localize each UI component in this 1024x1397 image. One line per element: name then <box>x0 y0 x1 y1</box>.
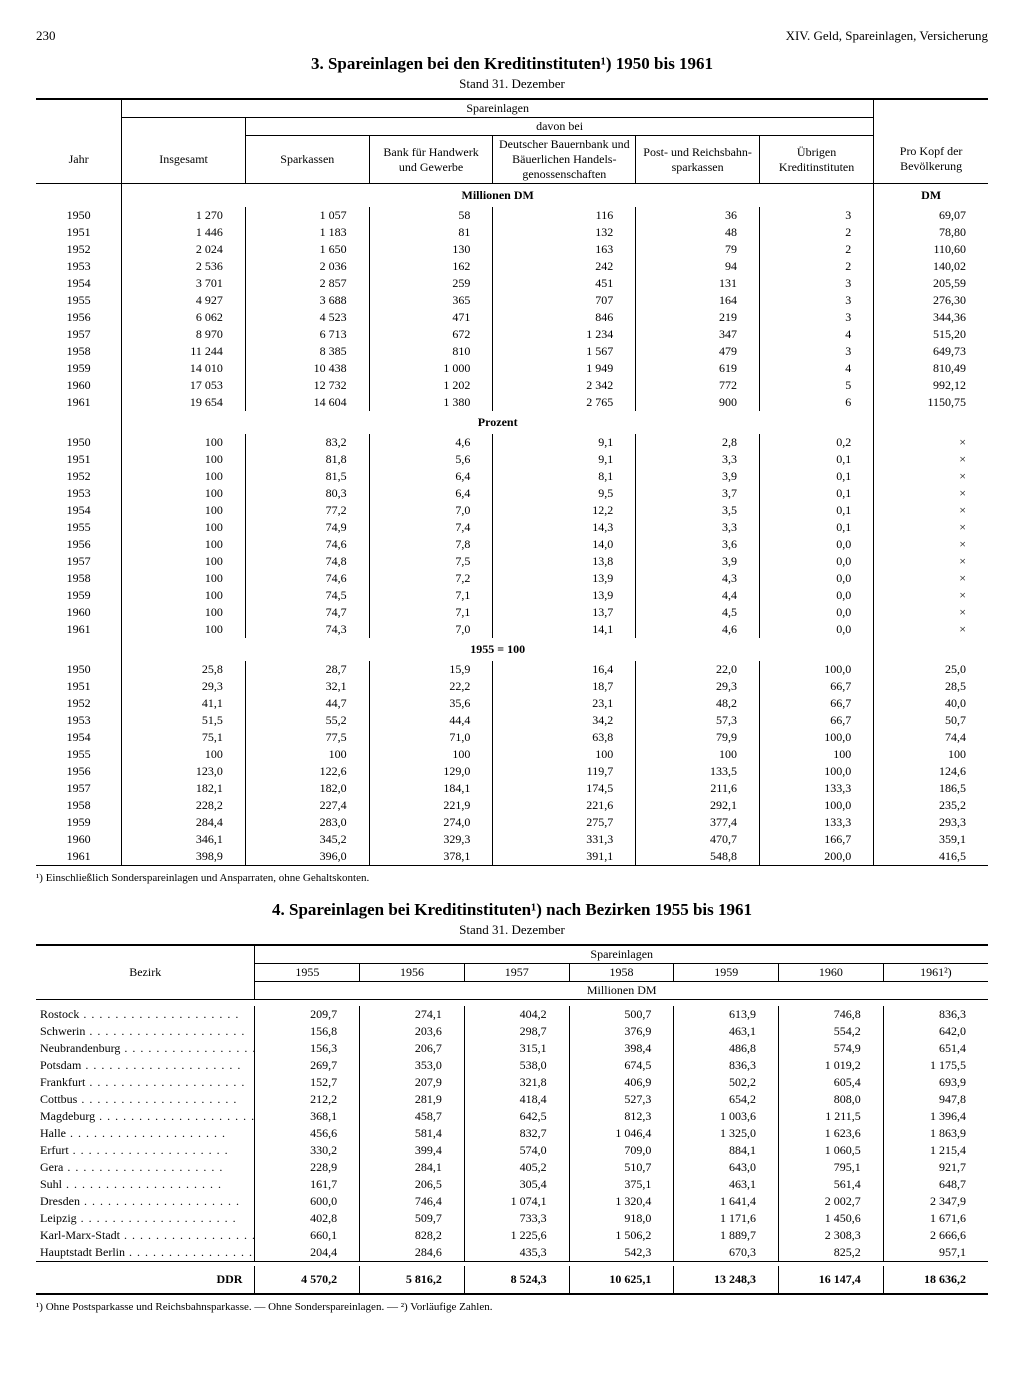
table-row: 19532 5362 036162242942140,02 <box>36 258 988 275</box>
h2-unit: Millionen DM <box>255 982 988 1000</box>
h-jahr: Jahr <box>36 136 122 184</box>
h-davon: davon bei <box>245 118 873 136</box>
table-row: Erfurt330,2399,4574,0709,0884,11 060,51 … <box>36 1142 988 1159</box>
table-row: Rostock209,7274,1404,2500,7613,9746,8836… <box>36 1006 988 1023</box>
table-row: Frankfurt152,7207,9321,8406,9502,2605,46… <box>36 1074 988 1091</box>
table-row: 1958228,2227,4221,9221,6292,1100,0235,2 <box>36 797 988 814</box>
table-row: 195010083,24,69,12,80,2× <box>36 434 988 451</box>
h2-y0: 1955 <box>255 964 360 982</box>
table-row: 1956123,0122,6129,0119,7133,5100,0124,6 <box>36 763 988 780</box>
table-row: 19543 7012 8572594511313205,59 <box>36 275 988 292</box>
table-row: Karl-Marx-Stadt660,1828,21 225,61 506,21… <box>36 1227 988 1244</box>
table-row: 195710074,87,513,83,90,0× <box>36 553 988 570</box>
h2-y6: 1961²) <box>883 964 988 982</box>
table3-subtitle: Stand 31. Dezember <box>36 76 988 92</box>
table-row: Hauptstadt Berlin204,4284,6435,3542,3670… <box>36 1244 988 1262</box>
table-row: 1959284,4283,0274,0275,7377,4133,3293,3 <box>36 814 988 831</box>
table4-title: 4. Spareinlagen bei Kreditinstituten¹) n… <box>36 900 988 920</box>
h2-bez: Bezirk <box>36 964 255 982</box>
running-head: XIV. Geld, Spareinlagen, Versicherung <box>786 28 988 44</box>
table-row: Cottbus212,2281,9418,4527,3654,2808,0947… <box>36 1091 988 1108</box>
table-row: 195351,555,244,434,257,366,750,7 <box>36 712 988 729</box>
table-row: 195510074,97,414,33,30,1× <box>36 519 988 536</box>
table-row: 19578 9706 7136721 2343474515,20 <box>36 326 988 343</box>
table-row: 195110081,85,69,13,30,1× <box>36 451 988 468</box>
h-spareinlagen: Spareinlagen <box>122 99 874 118</box>
h2-y2: 1957 <box>464 964 569 982</box>
h2-spe: Spareinlagen <box>255 945 988 964</box>
sec-dm: DM <box>874 184 988 208</box>
h-prs: Post- und Reichsbahn- sparkassen <box>636 136 760 184</box>
table-row: 195410077,27,012,23,50,1× <box>36 502 988 519</box>
table-row: Neubrandenburg156,3206,7315,1398,4486,85… <box>36 1040 988 1057</box>
table-row: 196017 05312 7321 2022 3427725992,12 <box>36 377 988 394</box>
h-ubr: Übrigen Kreditinstituten <box>759 136 873 184</box>
h-ins: Insgesamt <box>122 136 246 184</box>
table-row: 19511 4461 1838113248278,80 <box>36 224 988 241</box>
table-row: 195129,332,122,218,729,366,728,5 <box>36 678 988 695</box>
page-header: 230 XIV. Geld, Spareinlagen, Versicherun… <box>36 28 988 44</box>
sec-idx: 1955 = 100 <box>122 638 874 661</box>
table-row: 195210081,56,48,13,90,1× <box>36 468 988 485</box>
table-row: 195910074,57,113,94,40,0× <box>36 587 988 604</box>
h-dbh: Deutscher Bauernbank und Bäuerlichen Han… <box>493 136 636 184</box>
table-row: 1957182,1182,0184,1174,5211,6133,3186,5 <box>36 780 988 797</box>
table-row: 195811 2448 3858101 5674793649,73 <box>36 343 988 360</box>
table-row: Suhl161,7206,5305,4375,1463,1561,4648,7 <box>36 1176 988 1193</box>
table-row: 196119 65414 6041 3802 76590061150,75 <box>36 394 988 411</box>
h2-y5: 1960 <box>779 964 884 982</box>
table-row: 196010074,77,113,74,50,0× <box>36 604 988 621</box>
table-row: 1960346,1345,2329,3331,3470,7166,7359,1 <box>36 831 988 848</box>
page-number: 230 <box>36 28 56 44</box>
table-row: 196110074,37,014,14,60,0× <box>36 621 988 638</box>
h-pkb: Pro Kopf der Bevölkerung <box>874 136 988 184</box>
table-row: 19554 9273 6883657071643276,30 <box>36 292 988 309</box>
table4-subtitle: Stand 31. Dezember <box>36 922 988 938</box>
table3-footnote: ¹) Einschließlich Sonderspareinlagen und… <box>36 872 988 884</box>
table-row: Potsdam269,7353,0538,0674,5836,31 019,21… <box>36 1057 988 1074</box>
sec-proz: Prozent <box>122 411 874 434</box>
table-row: 195475,177,571,063,879,9100,074,4 <box>36 729 988 746</box>
table3-title: 3. Spareinlagen bei den Kreditinstituten… <box>36 54 988 74</box>
table-row: Gera228,9284,1405,2510,7643,0795,1921,7 <box>36 1159 988 1176</box>
table4: Spareinlagen Bezirk 1955 1956 1957 1958 … <box>36 944 988 1297</box>
table-row: 195241,144,735,623,148,266,740,0 <box>36 695 988 712</box>
h-bhg: Bank für Handwerk und Gewerbe <box>369 136 493 184</box>
table-row: 19501 2701 0575811636369,07 <box>36 207 988 224</box>
h2-y3: 1958 <box>569 964 674 982</box>
table-row: Schwerin156,8203,6298,7376,9463,1554,264… <box>36 1023 988 1040</box>
table-row: Magdeburg368,1458,7642,5812,31 003,61 21… <box>36 1108 988 1125</box>
h2-y1: 1956 <box>360 964 465 982</box>
table-row: 19566 0624 5234718462193344,36 <box>36 309 988 326</box>
table-row: 195025,828,715,916,422,0100,025,0 <box>36 661 988 678</box>
table-row: Halle456,6581,4832,71 046,41 325,01 623,… <box>36 1125 988 1142</box>
sec-mill: Millionen DM <box>122 184 874 208</box>
table3: Spareinlagen davon bei Jahr Insgesamt Sp… <box>36 98 988 868</box>
table-row: 195310080,36,49,53,70,1× <box>36 485 988 502</box>
table-row: 195610074,67,814,03,60,0× <box>36 536 988 553</box>
table-row: 195914 01010 4381 0001 9496194810,49 <box>36 360 988 377</box>
table-row: Leipzig402,8509,7733,3918,01 171,61 450,… <box>36 1210 988 1227</box>
table4-footnote: ¹) Ohne Postsparkasse und Reichsbahnspar… <box>36 1301 988 1313</box>
h2-y4: 1959 <box>674 964 779 982</box>
table-row: 195810074,67,213,94,30,0× <box>36 570 988 587</box>
h-spar: Sparkassen <box>245 136 369 184</box>
table-row: 1961398,9396,0378,1391,1548,8200,0416,5 <box>36 848 988 866</box>
table-row: 1955100100100100100100100 <box>36 746 988 763</box>
table-row: 19522 0241 650130163792110,60 <box>36 241 988 258</box>
table-row: Dresden600,0746,41 074,11 320,41 641,42 … <box>36 1193 988 1210</box>
